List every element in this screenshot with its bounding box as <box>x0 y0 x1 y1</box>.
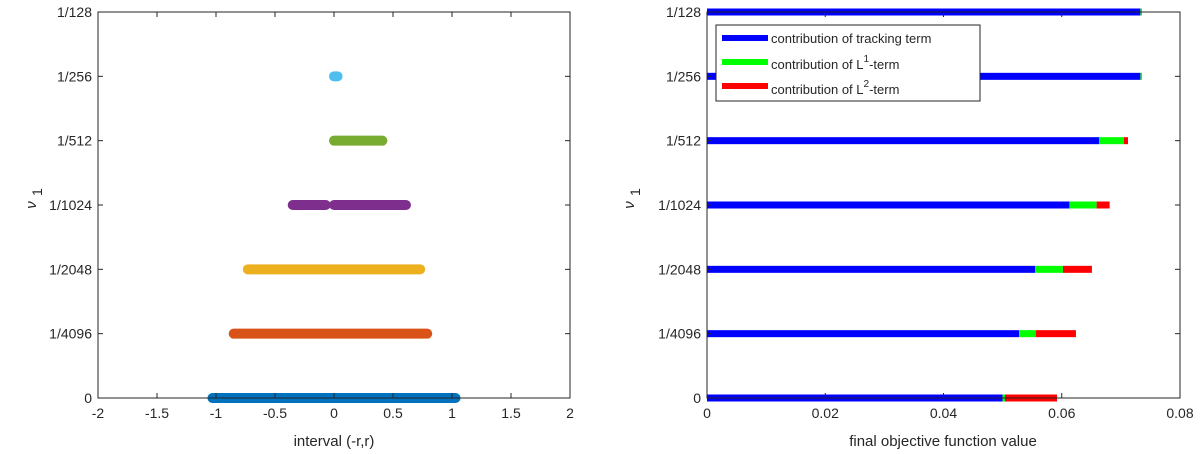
objective-chart-ytick-label: 1/2048 <box>658 261 701 277</box>
legend-label-l2: contribution of L2-term <box>771 79 899 97</box>
interval-chart-ytick-label: 1/1024 <box>49 197 92 213</box>
objective-chart-ytick-label: 1/512 <box>666 133 701 149</box>
interval-chart: -2 -1.5 -1 -0.5 0 0.5 1 1.5 2 0 1/4096 1/2048 1/1024… <box>23 4 574 450</box>
interval-chart-ylabel: ν 1 <box>23 188 45 209</box>
objective-chart-xtick-label: 0.06 <box>1048 405 1075 421</box>
legend-item-l2: contribution of L2-term <box>722 79 899 97</box>
objective-chart-xlabel: final objective function value <box>849 433 1037 450</box>
bar-l2-nu-1-4096 <box>1035 330 1076 338</box>
interval-chart-frame <box>97 11 571 399</box>
objective-chart-ytick-label: 0 <box>693 390 701 406</box>
bar-l1-nu-1-512 <box>1098 137 1124 145</box>
interval-chart-xtick-label: -0.5 <box>263 405 287 421</box>
interval-chart-xtick-label: -1 <box>210 405 223 421</box>
objective-chart: 0 0.02 0.04 0.06 0.08 0 1/4096 1/2048 1/1024 1/51… <box>621 4 1194 450</box>
interval-chart-xtick-label: 1 <box>448 405 456 421</box>
objective-chart-ylabel-subscript: 1 <box>627 188 643 196</box>
interval-chart-xlabel: interval (-r,r) <box>294 433 375 450</box>
bar-tracking-nu-1-512 <box>707 137 1099 145</box>
interval-chart-xtick-label: 1.5 <box>501 405 521 421</box>
objective-chart-ytick-label: 1/256 <box>666 68 701 84</box>
interval-chart-ytick-label: 1/128 <box>57 4 92 20</box>
interval-chart-ytick-label: 1/2048 <box>49 261 92 277</box>
objective-chart-frame <box>706 11 1181 399</box>
interval-chart-axes: -2 -1.5 -1 -0.5 0 0.5 1 1.5 2 0 1/4096 1/2048 1/1024… <box>49 4 574 421</box>
interval-chart-ylabel-symbol: ν <box>23 201 40 209</box>
objective-chart-xtick-label: 0.04 <box>930 405 957 421</box>
bar-tracking-nu-1-1024 <box>707 201 1070 209</box>
objective-chart-xtick-label: 0.08 <box>1166 405 1193 421</box>
interval-chart-xtick-label: -2 <box>92 405 105 421</box>
interval-chart-ylabel-subscript: 1 <box>29 188 45 196</box>
legend-item-tracking: contribution of tracking term <box>722 31 931 46</box>
interval-chart-xtick-label: 2 <box>566 405 574 421</box>
bar-l1-nu-1-1024 <box>1069 201 1097 209</box>
bar-tracking-nu-1-4096 <box>707 330 1020 338</box>
bar-l1-nu-1-4096 <box>1019 330 1036 338</box>
objective-chart-axes: 0 0.02 0.04 0.06 0.08 0 1/4096 1/2048 1/1024 1/51… <box>658 4 1194 421</box>
legend-label-l1: contribution of L1-term <box>771 54 899 72</box>
interval-chart-ytick-label: 1/4096 <box>49 326 92 342</box>
bar-l2-nu-1-256 <box>1140 72 1142 80</box>
interval-chart-xtick-label: 0.5 <box>383 405 403 421</box>
bar-l2-nu-1-512 <box>1123 137 1128 145</box>
interval-chart-xtick-label: -1.5 <box>145 405 169 421</box>
interval-chart-xtick-label: 0 <box>330 405 338 421</box>
objective-chart-ytick-label: 1/4096 <box>658 326 701 342</box>
bar-l2-nu-1-1024 <box>1096 201 1110 209</box>
objective-chart-ytick-label: 1/1024 <box>658 197 701 213</box>
legend-item-l1: contribution of L1-term <box>722 54 899 72</box>
interval-chart-ytick-label: 0 <box>84 390 92 406</box>
bar-l1-nu-1-2048 <box>1035 265 1063 273</box>
objective-chart-ylabel: ν 1 <box>621 188 643 209</box>
bar-l1-nu-1-256 <box>1140 72 1141 80</box>
interval-chart-ytick-label: 1/512 <box>57 133 92 149</box>
bar-tracking-nu-1-2048 <box>707 265 1036 273</box>
objective-chart-ytick-label: 1/128 <box>666 4 701 20</box>
objective-chart-ylabel-symbol: ν <box>621 201 638 209</box>
objective-chart-xtick-label: 0.02 <box>812 405 839 421</box>
legend-label-tracking: contribution of tracking term <box>771 31 931 46</box>
interval-chart-ytick-label: 1/256 <box>57 68 92 84</box>
legend: contribution of tracking term contributi… <box>715 24 981 102</box>
objective-chart-xtick-label: 0 <box>703 405 711 421</box>
bar-l2-nu-1-2048 <box>1062 265 1092 273</box>
